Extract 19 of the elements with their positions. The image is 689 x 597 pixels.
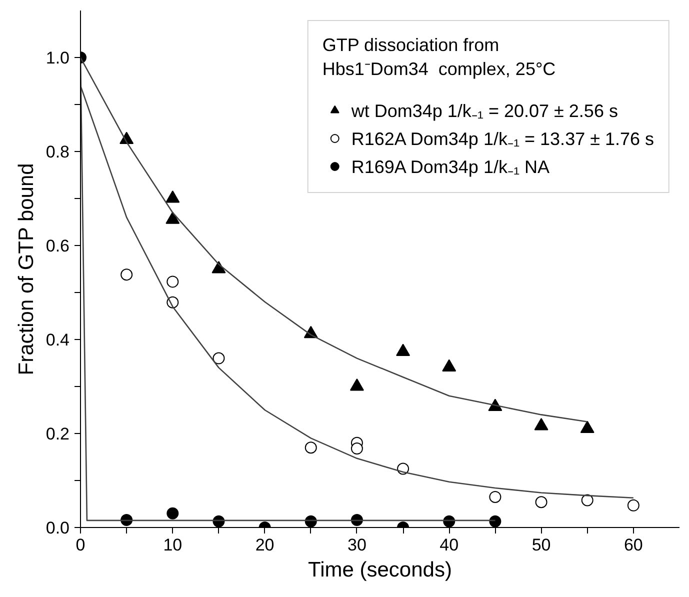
legend-label: wt Dom34p 1/k₋₁ = 20.07 ± 2.56 s bbox=[351, 100, 618, 122]
legend-title: GTP dissociation from Hbs1⁻Dom34 complex, 25°C bbox=[322, 35, 557, 80]
y-tick-label: 1.0 bbox=[46, 48, 70, 68]
y-tick-label: 0.2 bbox=[46, 424, 70, 444]
x-tick-label: 30 bbox=[348, 536, 366, 554]
x-tick-label: 0 bbox=[76, 536, 86, 554]
legend-label: R169A Dom34p 1/k₋₁ NA bbox=[351, 156, 550, 178]
x-tick-label: 10 bbox=[163, 536, 182, 554]
y-tick-label: 0.4 bbox=[46, 330, 70, 350]
legend-label: R162A Dom34p 1/k₋₁ = 13.37 ± 1.76 s bbox=[351, 128, 654, 150]
x-axis-title: Time (seconds) bbox=[308, 558, 452, 582]
y-axis-title: Fraction of GTP bound bbox=[14, 163, 38, 376]
x-tick-label: 20 bbox=[255, 536, 274, 554]
y-tick-label: 0.8 bbox=[46, 142, 70, 162]
x-tick-label: 40 bbox=[440, 536, 459, 554]
x-tick-label: 50 bbox=[532, 536, 551, 554]
y-tick-label: 0.6 bbox=[46, 236, 70, 256]
x-tick-label: 60 bbox=[624, 536, 643, 554]
y-tick-label: 0.0 bbox=[46, 518, 70, 538]
